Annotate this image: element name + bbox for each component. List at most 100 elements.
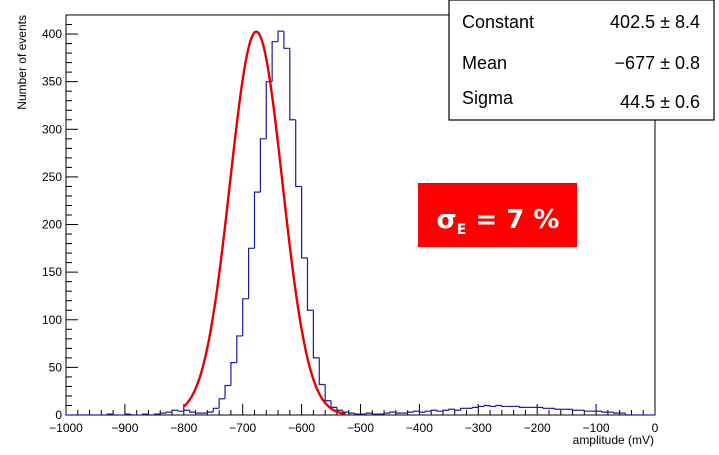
histogram-bin <box>454 409 461 411</box>
histogram-bin <box>259 138 267 193</box>
x-tick-label: 0 <box>652 421 659 435</box>
histogram-bin <box>354 413 361 415</box>
histogram-bin <box>124 413 131 415</box>
histogram-bin <box>365 412 373 415</box>
histogram-bin <box>130 414 137 416</box>
resolution-subscript: E <box>457 222 467 238</box>
x-tick-label: −900 <box>111 421 138 435</box>
histogram-bin <box>230 362 237 386</box>
stats-box-border <box>448 0 715 121</box>
histogram-bin <box>165 411 173 414</box>
histogram-bin <box>489 405 496 408</box>
histogram-bin <box>189 410 196 413</box>
gaussian-fit-curve <box>182 30 346 416</box>
y-axis-title: Number of events <box>15 15 29 110</box>
stats-row-sigma-name: Sigma <box>462 88 514 108</box>
histogram-bin <box>483 404 491 407</box>
x-tick-label: −500 <box>347 421 374 435</box>
histogram-bin <box>289 48 296 121</box>
histogram-bin <box>460 407 467 411</box>
histogram-bin <box>147 414 155 416</box>
stats-row-constant-name: Constant <box>462 12 534 32</box>
fit-layer <box>182 30 346 416</box>
y-tick-label: 350 <box>42 75 62 89</box>
histogram-bin <box>518 406 526 408</box>
histogram-bin <box>442 409 449 412</box>
histogram-bin <box>448 408 455 411</box>
histogram-bin <box>106 413 114 415</box>
histogram-bin <box>501 405 508 408</box>
histogram-bin <box>318 357 326 386</box>
histogram-bin <box>212 407 220 413</box>
histogram-layer <box>66 30 655 416</box>
x-axis-ticks: −1000 −900 −800 −700 −600 −500 −400 −300 −200 −10… <box>49 404 659 435</box>
stats-row-mean-value: −677 ± 0.8 <box>615 53 700 73</box>
y-tick-label: 400 <box>42 27 62 41</box>
histogram-bin <box>395 412 402 414</box>
resolution-value: = 7 % <box>466 205 559 235</box>
histogram-bin <box>613 412 620 414</box>
histogram-bin <box>301 186 308 259</box>
histogram-bin <box>383 412 390 415</box>
x-tick-label: −300 <box>465 421 492 435</box>
histogram-bin <box>542 407 549 409</box>
histogram-bin <box>206 411 214 414</box>
histogram-bin <box>312 310 320 359</box>
y-tick-label: 200 <box>42 218 62 232</box>
x-axis-title: amplitude (mV) <box>573 433 654 447</box>
x-tick-label: −600 <box>288 421 315 435</box>
energy-resolution-text: σE = 7 % <box>437 205 560 238</box>
y-tick-label: 300 <box>42 122 62 136</box>
histogram-bin <box>583 410 591 412</box>
histogram-bin <box>430 409 438 412</box>
histogram-bin <box>389 411 396 414</box>
resolution-sigma-symbol: σ <box>437 205 457 235</box>
histogram-bin <box>242 298 249 336</box>
histogram-bin <box>112 414 120 416</box>
histogram-bin <box>571 409 579 411</box>
energy-resolution-label: σE = 7 % <box>418 183 577 247</box>
histogram-bin <box>330 400 337 408</box>
histogram-bin <box>336 407 343 411</box>
y-tick-label: 250 <box>42 170 62 184</box>
histogram-bin <box>477 405 485 408</box>
histogram-bin <box>171 409 178 413</box>
histogram-bin <box>277 30 284 42</box>
y-tick-label: 150 <box>42 265 62 279</box>
histogram-bin <box>271 41 279 82</box>
histogram-bin <box>295 119 302 188</box>
histogram-bin <box>247 247 255 299</box>
histogram-bin <box>342 410 349 413</box>
stats-row-mean-name: Mean <box>462 53 507 73</box>
histogram-bin <box>253 191 261 249</box>
histogram-bin <box>177 410 184 412</box>
histogram-bin <box>471 406 479 409</box>
histogram-bin <box>348 412 355 414</box>
stats-row-sigma-value: 44.5 ± 0.6 <box>620 92 700 112</box>
histogram-bin <box>601 411 608 413</box>
energy-resolution-background <box>418 183 577 247</box>
histogram-bin <box>183 409 190 412</box>
x-tick-label: −1000 <box>49 421 83 435</box>
histogram-bin <box>418 411 426 413</box>
y-tick-label: 0 <box>55 408 62 422</box>
x-tick-label: −200 <box>524 421 551 435</box>
x-tick-label: −700 <box>229 421 256 435</box>
histogram-bin <box>324 384 332 402</box>
histogram-bin <box>236 335 243 363</box>
x-tick-label: −400 <box>406 421 433 435</box>
histogram-bin <box>306 257 314 311</box>
histogram-bin <box>371 413 379 415</box>
histogram-bin <box>194 412 202 414</box>
y-tick-label: 50 <box>49 360 63 374</box>
histogram-bin <box>495 404 502 407</box>
fit-stats-box: Constant 402.5 ± 8.4 Mean −677 ± 0.8 Sig… <box>448 0 715 121</box>
histogram-bin <box>554 408 561 410</box>
histogram-bin <box>624 413 632 416</box>
histogram-bin <box>283 31 290 49</box>
x-tick-label: −800 <box>170 421 197 435</box>
y-tick-label: 100 <box>42 313 62 327</box>
histogram-bin <box>224 384 231 399</box>
stats-row-constant-value: 402.5 ± 8.4 <box>610 12 700 32</box>
